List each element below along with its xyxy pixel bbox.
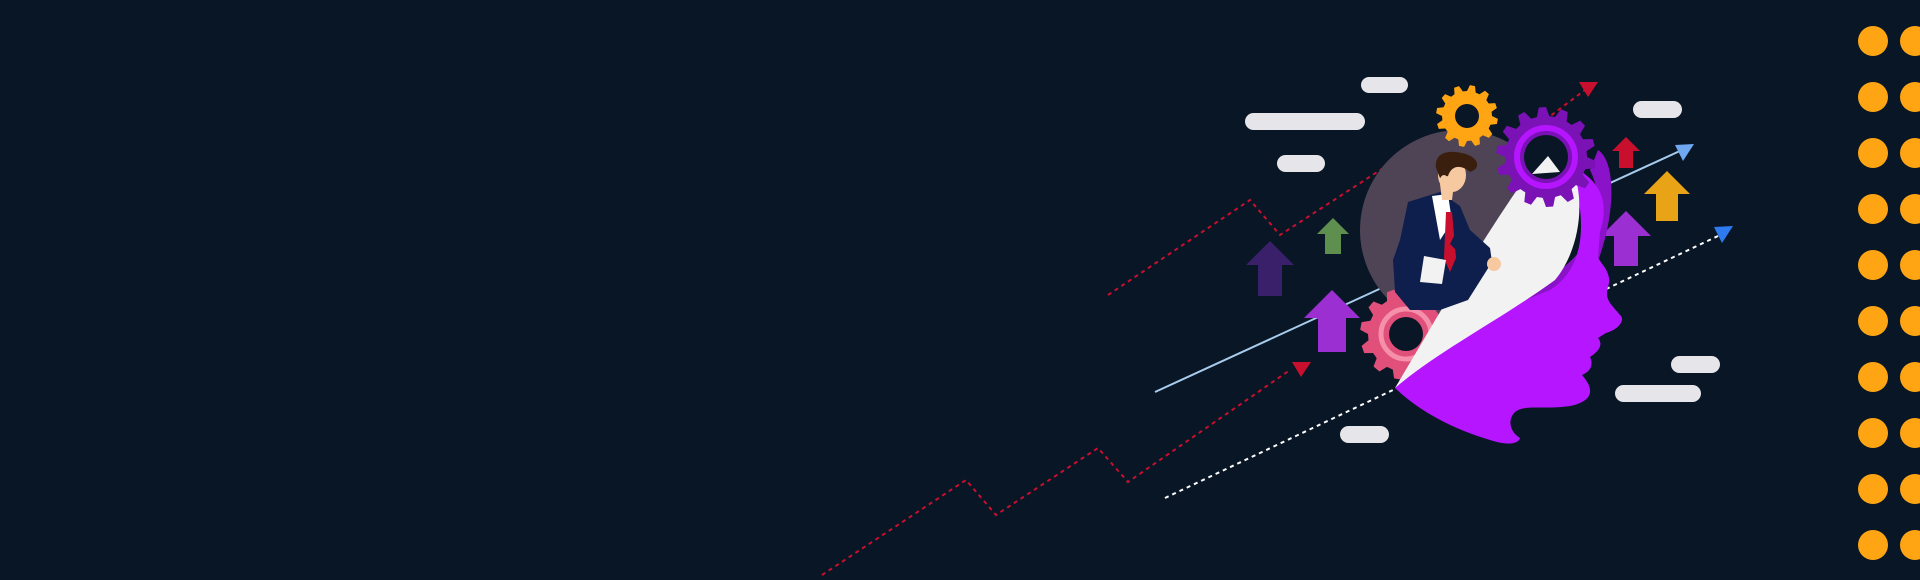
up-arrow-icon [1246,137,1690,352]
speed-pills [1245,77,1720,443]
hair [1435,151,1478,178]
fold-tip [1532,156,1560,174]
dot [1858,194,1888,224]
arm [1450,228,1488,270]
dot [1858,362,1888,392]
red-arrowhead-lower [1292,362,1311,377]
paper [1420,256,1446,284]
blue-arrowhead-lower [1714,226,1733,243]
businessman-icon [1393,151,1501,310]
red-arrowhead-top [1579,82,1598,97]
gear-hole [1455,104,1479,128]
up-arrow-orange [1644,171,1690,221]
dot [1858,138,1888,168]
pill [1671,356,1720,373]
up-arrow-red-small [1612,137,1640,168]
up-arrow-purple-large [1304,290,1360,352]
dot [1900,194,1920,224]
dot [1900,250,1920,280]
dot [1858,82,1888,112]
gear-ring [1514,125,1578,189]
dot [1858,474,1888,504]
red-dotted-trend-upper [1107,164,1389,296]
blue-arrowhead-upper [1675,144,1694,161]
ear [1440,175,1448,185]
gear-icon [1496,107,1596,207]
red-dotted-trend-lower [821,369,1291,576]
dot [1900,26,1920,56]
pill [1361,77,1408,93]
pill [1245,113,1365,130]
head-silhouette [1395,165,1623,444]
dot [1900,530,1920,560]
tie [1444,212,1456,272]
hand [1487,257,1501,271]
head-page-fold [1395,160,1580,388]
red-dotted-trend-top [1544,89,1586,121]
dot [1900,474,1920,504]
dot [1858,250,1888,280]
dot [1858,418,1888,448]
dot [1900,82,1920,112]
dot [1900,306,1920,336]
up-arrow-green [1317,218,1349,254]
dot-pattern-icon [1858,26,1920,560]
pill [1615,385,1701,402]
pill [1340,426,1389,443]
dot [1858,306,1888,336]
dot [1858,530,1888,560]
dot [1900,362,1920,392]
dot [1900,418,1920,448]
dot [1858,26,1888,56]
gear-icon [1436,85,1498,147]
suit-body [1393,192,1492,310]
pill [1277,155,1325,172]
up-arrow-dark-purple [1246,241,1294,296]
up-arrow-violet [1601,211,1651,266]
gear-hole [1389,317,1423,351]
dot [1900,138,1920,168]
pill [1633,101,1682,118]
